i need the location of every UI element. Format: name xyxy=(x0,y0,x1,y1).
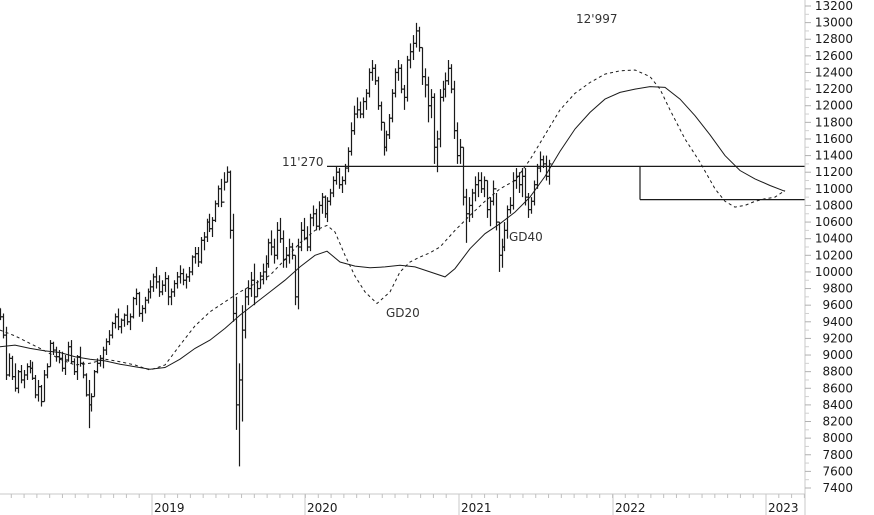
x-tick-label: 2022 xyxy=(615,501,646,515)
y-tick-label: 9800 xyxy=(822,282,853,296)
x-tick-label: 2023 xyxy=(768,501,799,515)
y-tick-label: 11600 xyxy=(815,132,853,146)
y-tick-label: 9200 xyxy=(822,331,853,345)
y-tick-label: 8600 xyxy=(822,381,853,395)
y-tick-label: 10000 xyxy=(815,265,853,279)
y-tick-label: 10400 xyxy=(815,232,853,246)
y-tick-label: 10200 xyxy=(815,248,853,262)
price-annotation: 11'270 xyxy=(282,155,323,169)
x-tick-label: 2019 xyxy=(154,501,185,515)
y-tick-label: 13000 xyxy=(815,16,853,30)
y-tick-label: 10600 xyxy=(815,215,853,229)
y-tick-label: 12200 xyxy=(815,82,853,96)
y-tick-label: 7800 xyxy=(822,448,853,462)
x-tick-label: 2021 xyxy=(461,501,492,515)
plot-area xyxy=(0,22,552,467)
y-tick-label: 10800 xyxy=(815,198,853,212)
y-axis: 13200 13000 12800 12600 12400 12200 12000 11800… xyxy=(804,0,853,515)
x-axis: 2019 2020 2021 2022 2023 xyxy=(0,493,805,515)
y-tick-label: 11400 xyxy=(815,149,853,163)
gd40-label: GD40 xyxy=(509,230,543,244)
gd40-line xyxy=(0,86,786,370)
y-tick-label: 9400 xyxy=(822,315,853,329)
annotations: 11'270 12'997 xyxy=(282,12,617,169)
y-tick-label: 8400 xyxy=(822,398,853,412)
y-tick-label: 9000 xyxy=(822,348,853,362)
y-tick-label: 12000 xyxy=(815,99,853,113)
y-tick-label: 8000 xyxy=(822,431,853,445)
y-tick-label: 11200 xyxy=(815,165,853,179)
y-tick-label: 12600 xyxy=(815,49,853,63)
moving-average-lines: GD20 GD40 xyxy=(0,69,786,371)
y-tick-label: 11000 xyxy=(815,182,853,196)
support-resistance-lines xyxy=(327,165,805,201)
y-tick-label: 13200 xyxy=(815,0,853,13)
y-tick-label: 12400 xyxy=(815,65,853,79)
y-tick-label: 9600 xyxy=(822,298,853,312)
y-tick-label: 12800 xyxy=(815,32,853,46)
y-tick-label: 7600 xyxy=(822,464,853,478)
y-tick-label: 8200 xyxy=(822,415,853,429)
y-tick-label: 11800 xyxy=(815,115,853,129)
y-tick-label: 7400 xyxy=(822,481,853,495)
y-tick-label: 8800 xyxy=(822,365,853,379)
price-annotation: 12'997 xyxy=(576,12,617,26)
x-tick-label: 2020 xyxy=(307,501,338,515)
gd20-label: GD20 xyxy=(386,306,420,320)
